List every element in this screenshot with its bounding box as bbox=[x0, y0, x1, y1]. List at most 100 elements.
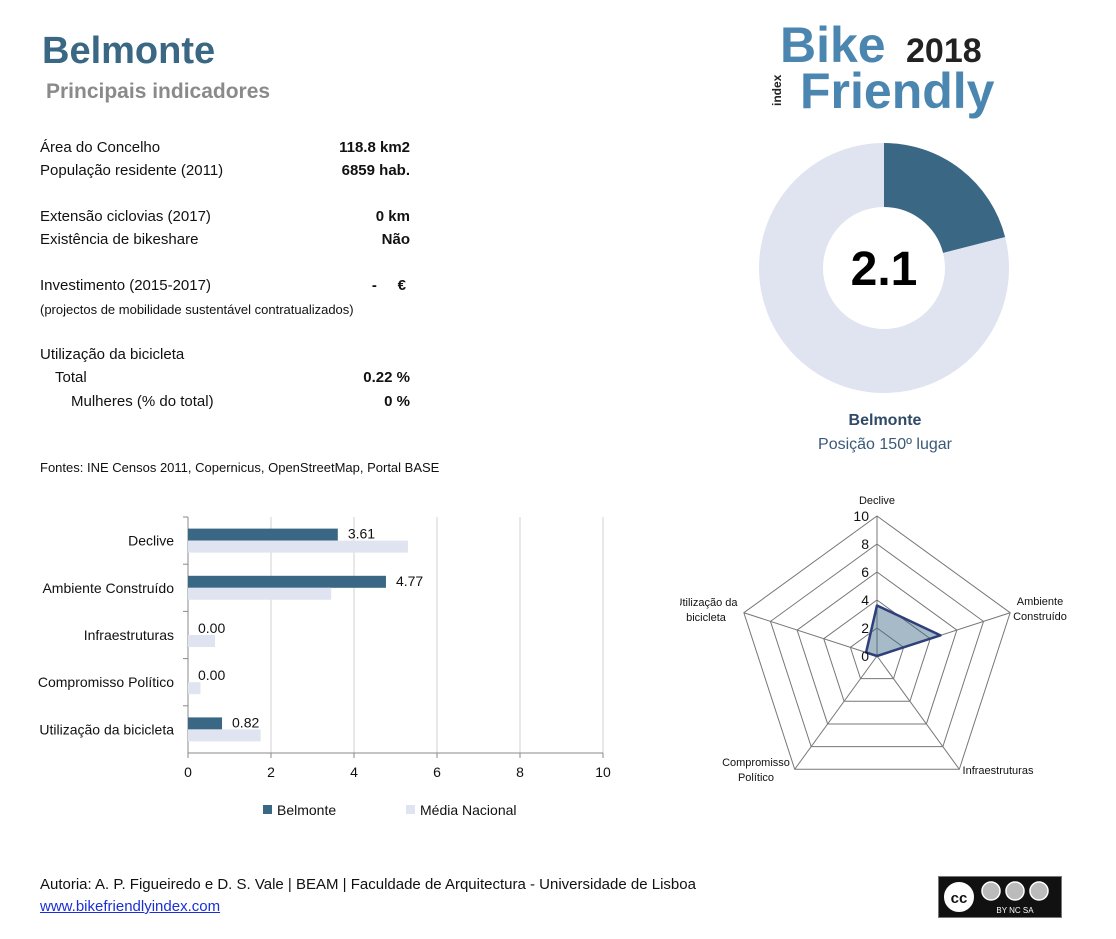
indicator-cycleways: Extensão ciclovias (2017) 0 km bbox=[40, 208, 410, 225]
bar-tick-label: 4 bbox=[350, 764, 358, 780]
indicator-label: Existência de bikeshare bbox=[40, 231, 199, 248]
municipality-name: Belmonte bbox=[848, 412, 922, 429]
bar-tick-label: 0 bbox=[184, 764, 192, 780]
radar-grid-ring bbox=[743, 515, 1011, 770]
score-donut: 2.1 bbox=[759, 143, 1009, 393]
bar-data-label: 0.00 bbox=[198, 620, 225, 636]
indicator-value: - € bbox=[371, 277, 406, 294]
bar-data-label: 4.77 bbox=[396, 573, 423, 589]
legend-swatch-media bbox=[406, 805, 415, 814]
indicator-value: Não bbox=[381, 231, 410, 248]
bar-belmonte bbox=[188, 575, 386, 588]
page-subtitle: Principais indicadores bbox=[46, 80, 271, 103]
radar-tick-labels: 0 2 4 6 8 10 bbox=[853, 508, 869, 664]
bar-category-label: Infraestruturas bbox=[84, 627, 174, 643]
bar-data-label: 0.00 bbox=[198, 667, 225, 683]
indicator-value: 0 % bbox=[384, 393, 410, 410]
radar-axis-label: Declive bbox=[859, 495, 895, 507]
radar-axis-label: Ambiente bbox=[1017, 596, 1063, 608]
creative-commons-badge: cc BY NC SA bbox=[938, 876, 1062, 918]
indicator-label: Investimento (2015-2017) bbox=[40, 277, 211, 294]
bar-tick-label: 6 bbox=[433, 764, 441, 780]
indicator-population: População residente (2011) 6859 hab. bbox=[40, 162, 410, 179]
indicator-radar-chart: 0 2 4 6 8 10 Declive Ambiente Construído Infraes… bbox=[680, 495, 1067, 784]
radar-axis-label: Construído bbox=[1013, 611, 1067, 623]
indicator-usage-women: Mulheres (% do total) 0 % bbox=[71, 393, 410, 410]
bar-category-label: Ambiente Construído bbox=[42, 580, 174, 596]
logo-word-friendly: Friendly bbox=[800, 63, 995, 119]
indicator-value: 118.8 km2 bbox=[339, 139, 410, 156]
radar-spoke bbox=[743, 612, 878, 657]
indicator-label: Utilização da bicicleta bbox=[40, 346, 185, 363]
indicator-bikeshare: Existência de bikeshare Não bbox=[40, 231, 410, 248]
footer-author: Autoria: A. P. Figueiredo e D. S. Vale |… bbox=[40, 876, 696, 893]
radar-axis-label: Infraestruturas bbox=[963, 765, 1034, 777]
logo-index: index bbox=[770, 74, 784, 106]
legend-swatch-belmonte bbox=[263, 805, 272, 814]
radar-tick-label: 2 bbox=[861, 620, 869, 636]
radar-grid-ring bbox=[796, 571, 958, 725]
legend-label-belmonte: Belmonte bbox=[277, 802, 336, 818]
bar-category-label: Compromisso Político bbox=[38, 674, 174, 690]
radar-axis-label: Político bbox=[738, 772, 774, 784]
sources-note: Fontes: INE Censos 2011, Copernicus, Ope… bbox=[40, 460, 440, 475]
indicator-label: Extensão ciclovias (2017) bbox=[40, 208, 211, 225]
indicator-label: População residente (2011) bbox=[40, 162, 224, 179]
indicator-label: Total bbox=[55, 369, 87, 386]
bar-media-nacional bbox=[188, 540, 408, 553]
indicator-bar-chart: 3.61 4.77 0.00 0.00 0.82 Declive Ambiente Con… bbox=[38, 516, 611, 818]
investment-note: (projectos de mobilidade sustentável con… bbox=[40, 302, 354, 317]
bar-tick-label: 2 bbox=[267, 764, 275, 780]
donut-score-arc bbox=[759, 143, 1009, 393]
indicator-bike-usage: Utilização da bicicleta bbox=[40, 346, 410, 363]
bike-friendly-logo: Bike 2018 index Friendly bbox=[770, 17, 1018, 126]
svg-text:cc: cc bbox=[951, 890, 968, 907]
page-title: Belmonte bbox=[42, 30, 216, 72]
indicator-value: 0.22 % bbox=[363, 369, 410, 386]
radar-series bbox=[864, 604, 942, 658]
bar-category-label: Declive bbox=[128, 533, 174, 549]
bar-gridlines bbox=[183, 516, 604, 758]
radar-axis-label: bicicleta bbox=[686, 612, 727, 624]
logo-year: 2018 bbox=[906, 32, 982, 70]
radar-series-belmonte bbox=[864, 604, 942, 658]
bar-category-labels: Declive Ambiente Construído Infraestrutura… bbox=[38, 533, 174, 738]
bar-legend: Belmonte Média Nacional bbox=[263, 802, 517, 818]
radar-tick-label: 6 bbox=[861, 564, 869, 580]
bar-tick-labels: 0 2 4 6 8 10 bbox=[184, 764, 611, 780]
cc-license-text: BY NC SA bbox=[996, 906, 1034, 915]
bar-media-nacional bbox=[188, 682, 201, 695]
indicator-value: 0 km bbox=[375, 208, 410, 225]
radar-spoke bbox=[794, 655, 878, 770]
bar-category-label: Utilização da bicicleta bbox=[39, 721, 174, 737]
radar-tick-label: 8 bbox=[861, 536, 869, 552]
website-link[interactable]: www.bikefriendlyindex.com bbox=[40, 898, 221, 915]
bar-tick-label: 10 bbox=[595, 764, 611, 780]
radar-grid-ring bbox=[849, 627, 905, 680]
bar-belmonte bbox=[188, 717, 223, 730]
radar-axis-label: Compromisso bbox=[722, 757, 790, 769]
radar-tick-label: 0 bbox=[861, 648, 869, 664]
radar-grid-ring bbox=[823, 599, 931, 702]
bar-media-nacional bbox=[188, 635, 215, 647]
indicator-label: Mulheres (% do total) bbox=[71, 393, 214, 410]
radar-axis-labels: Declive Ambiente Construído Infraestruturas… bbox=[680, 495, 1067, 784]
radar-grid-ring bbox=[769, 543, 985, 748]
radar-spoke bbox=[876, 655, 960, 770]
bar-marks: 3.61 4.77 0.00 0.00 0.82 bbox=[188, 526, 423, 742]
logo-word-bike: Bike bbox=[780, 17, 886, 73]
ranking-position: Posição 150º lugar bbox=[818, 436, 952, 453]
bar-media-nacional bbox=[188, 587, 332, 600]
indicator-value: 6859 hab. bbox=[341, 162, 410, 179]
indicator-investment: Investimento (2015-2017) - € bbox=[40, 277, 406, 294]
bar-media-nacional bbox=[188, 729, 261, 742]
indicator-area: Área do Concelho 118.8 km2 bbox=[40, 139, 410, 156]
radar-grid bbox=[743, 515, 1011, 770]
cc-license-icon: cc BY NC SA bbox=[942, 880, 1049, 915]
legend-label-media: Média Nacional bbox=[420, 802, 517, 818]
indicator-usage-total: Total 0.22 % bbox=[55, 369, 410, 386]
bar-data-label: 3.61 bbox=[348, 526, 375, 542]
indicator-label: Área do Concelho bbox=[40, 139, 161, 156]
radar-axis-label: Utilização da bbox=[680, 597, 738, 609]
bar-tick-label: 8 bbox=[516, 764, 524, 780]
